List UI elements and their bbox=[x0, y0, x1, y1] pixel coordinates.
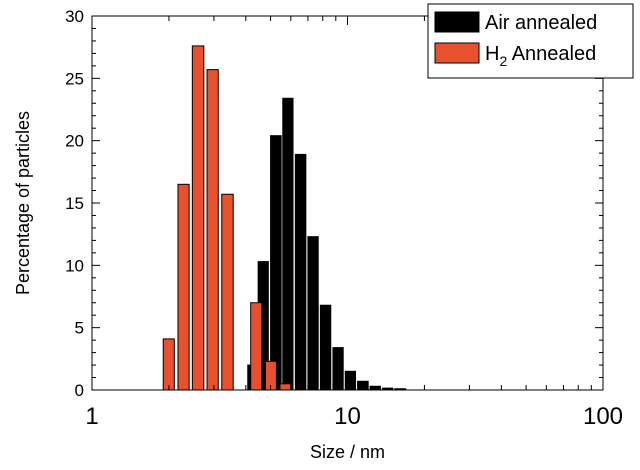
legend: Air annealed H2 Annealed bbox=[427, 3, 634, 79]
bar-air-8 bbox=[344, 370, 357, 391]
bar-h2-0 bbox=[162, 338, 175, 391]
bar-air-3 bbox=[282, 97, 294, 391]
legend-label-h2-annealed: H2 Annealed bbox=[485, 43, 596, 69]
y-tick-label-15: 15 bbox=[65, 194, 84, 213]
legend-label-air-annealed: Air annealed bbox=[485, 12, 597, 34]
y-tick-label-30: 30 bbox=[65, 7, 84, 26]
x-tick-label-1: 1 bbox=[85, 403, 98, 430]
y-tick-label-5: 5 bbox=[75, 319, 84, 338]
y-axis-title: Percentage of particles bbox=[13, 111, 33, 295]
x-tick-label-10: 10 bbox=[334, 403, 361, 430]
legend-label-h2-subscript: 2 bbox=[499, 53, 507, 69]
bar-air-7 bbox=[332, 347, 344, 391]
x-tick-label-100: 100 bbox=[583, 403, 623, 430]
y-tick-label-25: 25 bbox=[65, 69, 84, 88]
legend-label-h2-rest: Annealed bbox=[507, 43, 596, 65]
bar-air-5 bbox=[307, 236, 319, 391]
bar-air-6 bbox=[319, 304, 332, 391]
bar-h2-6 bbox=[250, 302, 263, 391]
bar-air-9 bbox=[357, 380, 369, 391]
bar-h2-8 bbox=[279, 383, 292, 391]
ticks-layer: 1 10 100 0 5 10 15 20 25 30 bbox=[65, 7, 623, 430]
bar-h2-2 bbox=[191, 45, 205, 391]
bar-air-4 bbox=[294, 153, 307, 391]
legend-swatch-air-annealed bbox=[434, 11, 480, 33]
y-tick-label-20: 20 bbox=[65, 132, 84, 151]
bar-h2-1 bbox=[177, 183, 190, 391]
legend-label-h2-prefix: H bbox=[485, 43, 499, 65]
bar-h2-4 bbox=[221, 193, 234, 391]
y-tick-label-10: 10 bbox=[65, 256, 84, 275]
legend-swatch-h2-annealed bbox=[434, 42, 480, 64]
bar-air-10 bbox=[369, 385, 381, 391]
x-axis-title: Size / nm bbox=[310, 442, 385, 462]
bar-h2-3 bbox=[206, 69, 219, 391]
bar-air-2 bbox=[270, 135, 282, 391]
y-tick-label-0: 0 bbox=[75, 381, 84, 400]
bars-layer bbox=[162, 45, 407, 391]
